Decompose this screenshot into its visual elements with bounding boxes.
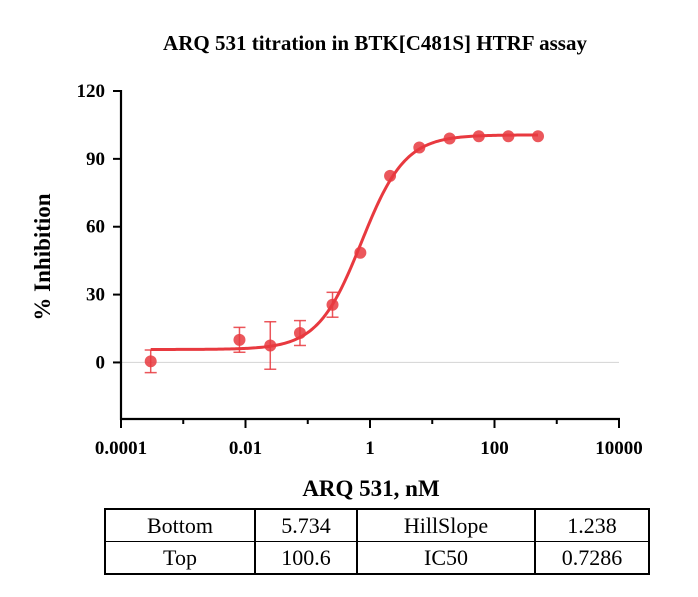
table-row: Bottom 5.734 HillSlope 1.238 [104,509,650,542]
data-point [532,130,545,143]
y-tick-label: 30 [86,285,105,306]
fit-curve [150,133,539,351]
data-point [144,355,157,368]
fit-parameters-table: Bottom 5.734 HillSlope 1.238 Top 100.6 I… [104,508,650,575]
table-cell: 1.238 [534,509,650,542]
data-point [293,327,306,340]
data-point [413,141,426,154]
y-tick-label: 60 [86,217,105,238]
x-tick-label: 100 [480,438,509,459]
data-point [502,130,515,143]
y-axis-title: % Inhibition [30,193,55,320]
data-point [264,339,277,352]
data-point [233,333,246,346]
table-cell: Bottom [104,509,256,542]
table-cell: Top [104,541,256,574]
table-row: Top 100.6 IC50 0.7286 [104,541,650,574]
x-tick-label: 0.0001 [95,438,147,459]
y-tick-label: 90 [86,149,105,170]
table-cell: HillSlope [356,509,536,542]
table-cell: 5.734 [254,509,358,542]
y-tick-label: 120 [77,81,106,102]
table-cell: 100.6 [254,541,358,574]
data-point [472,130,485,143]
data-point [384,169,397,182]
data-point [326,298,339,311]
data-point [354,246,367,259]
table-cell: IC50 [356,541,536,574]
table-cell: 0.7286 [534,541,650,574]
y-tick-label: 0 [96,352,106,373]
plot-area: 0 30 60 90 120 0.0001 0.01 1 100 10000 [77,81,643,459]
chart-title: ARQ 531 titration in BTK[C481S] HTRF ass… [163,31,587,55]
x-tick-label: 1 [365,438,375,459]
dose-response-chart: ARQ 531 titration in BTK[C481S] HTRF ass… [30,31,643,501]
x-tick-label: 0.01 [229,438,262,459]
data-point [443,132,456,145]
x-tick-label: 10000 [595,438,643,459]
x-axis-title: ARQ 531, nM [302,476,440,501]
